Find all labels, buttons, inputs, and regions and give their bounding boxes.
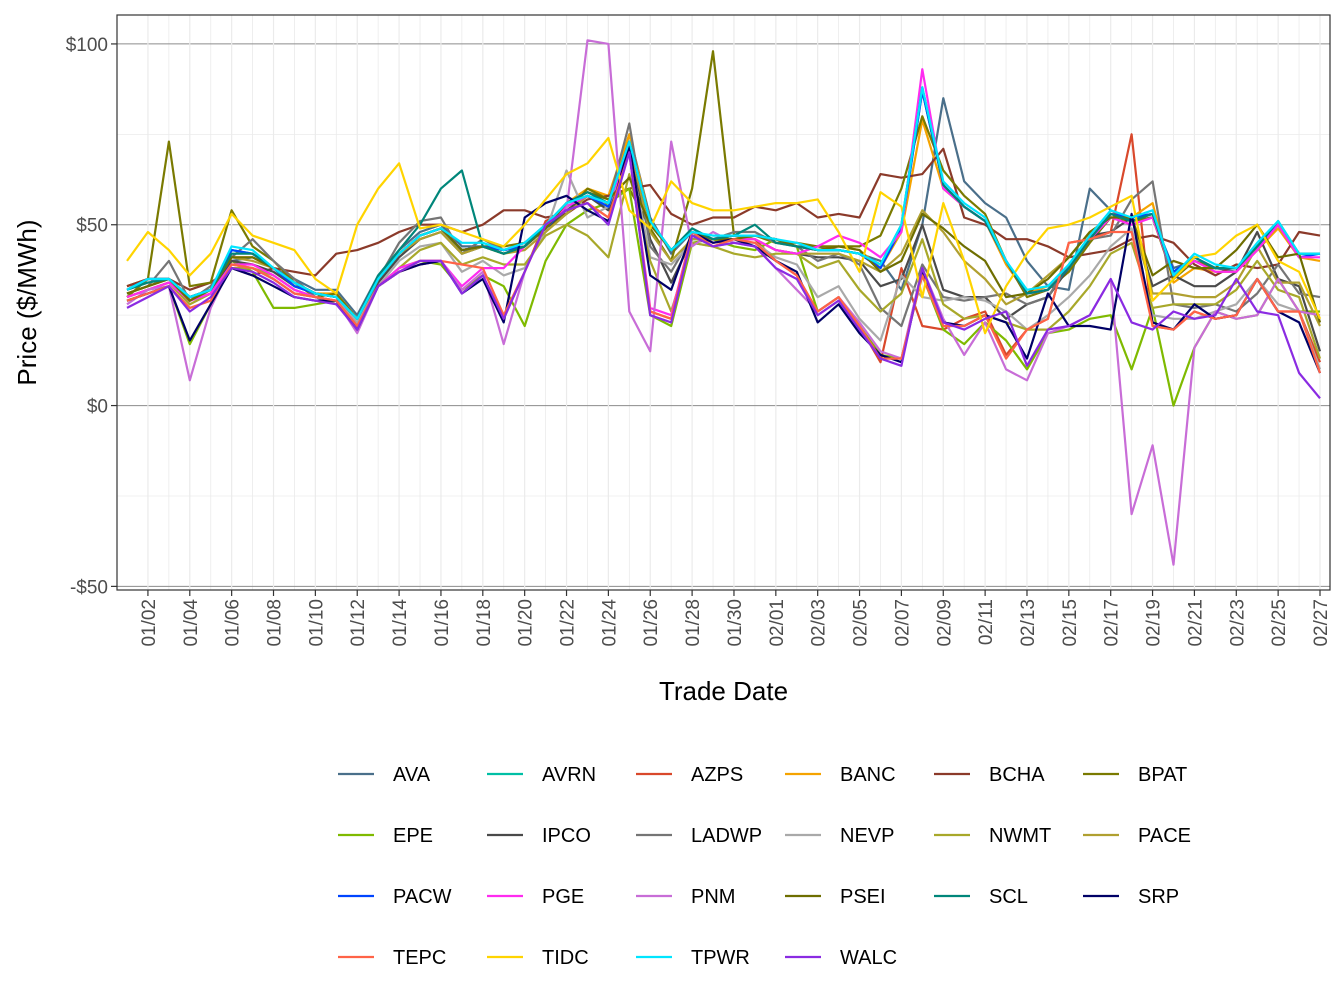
x-tick-label: 01/10: [306, 599, 327, 647]
y-axis-title: Price ($/MWh): [12, 219, 42, 385]
legend-label-psei: PSEI: [840, 886, 886, 908]
legend-label-tepc: TEPC: [393, 947, 446, 969]
x-tick-label: 02/07: [892, 599, 913, 647]
x-tick-label: 01/20: [516, 599, 537, 647]
x-tick-label: 01/18: [474, 599, 495, 647]
y-tick-label: $50: [76, 216, 108, 237]
legend-label-bcha: BCHA: [989, 764, 1045, 786]
x-tick-label: 01/26: [641, 599, 662, 647]
legend-label-nwmt: NWMT: [989, 825, 1051, 847]
y-tick-label: $0: [87, 397, 108, 418]
y-tick-label: -$50: [70, 577, 108, 598]
series-line-tidc: [126, 136, 1322, 335]
legend-label-tidc: TIDC: [542, 947, 589, 969]
x-tick-label: 02/03: [809, 599, 830, 647]
legend-label-scl: SCL: [989, 886, 1028, 908]
x-tick-label: 02/15: [1060, 599, 1081, 647]
x-tick-label: 01/04: [181, 599, 202, 647]
legend-label-ava: AVA: [393, 764, 431, 786]
legend-label-walc: WALC: [840, 947, 897, 969]
plot-panel-border: [116, 14, 1331, 591]
x-tick-label: 02/23: [1227, 599, 1248, 647]
legend-label-azps: AZPS: [691, 764, 743, 786]
x-tick-label: 02/05: [851, 599, 872, 647]
series-line-srp: [126, 144, 1322, 374]
legend-label-srp: SRP: [1138, 886, 1179, 908]
x-tick-label: 02/25: [1269, 599, 1290, 647]
x-tick-label: 02/19: [1144, 599, 1165, 647]
series-line-tepc: [126, 151, 1322, 374]
x-axis-title: Trade Date: [659, 676, 788, 706]
x-tick-label: 01/12: [348, 599, 369, 647]
series-line-walc: [126, 151, 1321, 400]
legend-label-pace: PACE: [1138, 825, 1191, 847]
x-tick-label: 01/08: [265, 599, 286, 647]
x-tick-label: 02/01: [767, 599, 788, 647]
x-tick-label: 01/22: [558, 599, 579, 647]
x-tick-label: 02/13: [1018, 599, 1039, 647]
x-tick-label: 02/11: [976, 599, 997, 645]
series-line-tpwr: [126, 86, 1320, 320]
x-tick-label: 01/14: [390, 599, 411, 647]
legend-label-banc: BANC: [840, 764, 896, 786]
y-tick-label: $100: [66, 35, 108, 56]
x-tick-label: 01/06: [223, 599, 244, 647]
x-tick-label: 02/21: [1185, 599, 1206, 647]
x-tick-label: 01/16: [432, 599, 453, 647]
legend-label-avrn: AVRN: [542, 764, 596, 786]
x-tick-label: 02/17: [1102, 599, 1123, 647]
series-lines: [126, 39, 1322, 566]
x-tick-label: 01/24: [599, 599, 620, 647]
x-tick-label: 01/28: [683, 599, 704, 647]
legend-label-pge: PGE: [542, 886, 584, 908]
legend-label-epe: EPE: [393, 825, 433, 847]
legend-label-tpwr: TPWR: [691, 947, 750, 969]
legend-label-ladwp: LADWP: [691, 825, 762, 847]
x-tick-label: 02/27: [1311, 599, 1332, 647]
legend-label-pnm: PNM: [691, 886, 735, 908]
legend-label-nevp: NEVP: [840, 825, 894, 847]
legend: AVA AVRN AZPS BANC BCHA BPAT EPE IPCO LADWP NEVP N…: [338, 764, 1191, 969]
legend-label-pacw: PACW: [393, 886, 452, 908]
y-axis: -$50 $0 $50 $100: [66, 35, 117, 598]
series-line-bcha: [126, 147, 1321, 291]
x-tick-label: 02/09: [934, 599, 955, 647]
x-tick-label: 01/30: [725, 599, 746, 647]
legend-label-bpat: BPAT: [1138, 764, 1187, 786]
x-axis: 01/02 01/04 01/06 01/08 01/10 01/12 01/14 01/16…: [139, 590, 1332, 647]
x-tick-label: 01/02: [139, 599, 160, 647]
legend-label-ipco: IPCO: [542, 825, 591, 847]
